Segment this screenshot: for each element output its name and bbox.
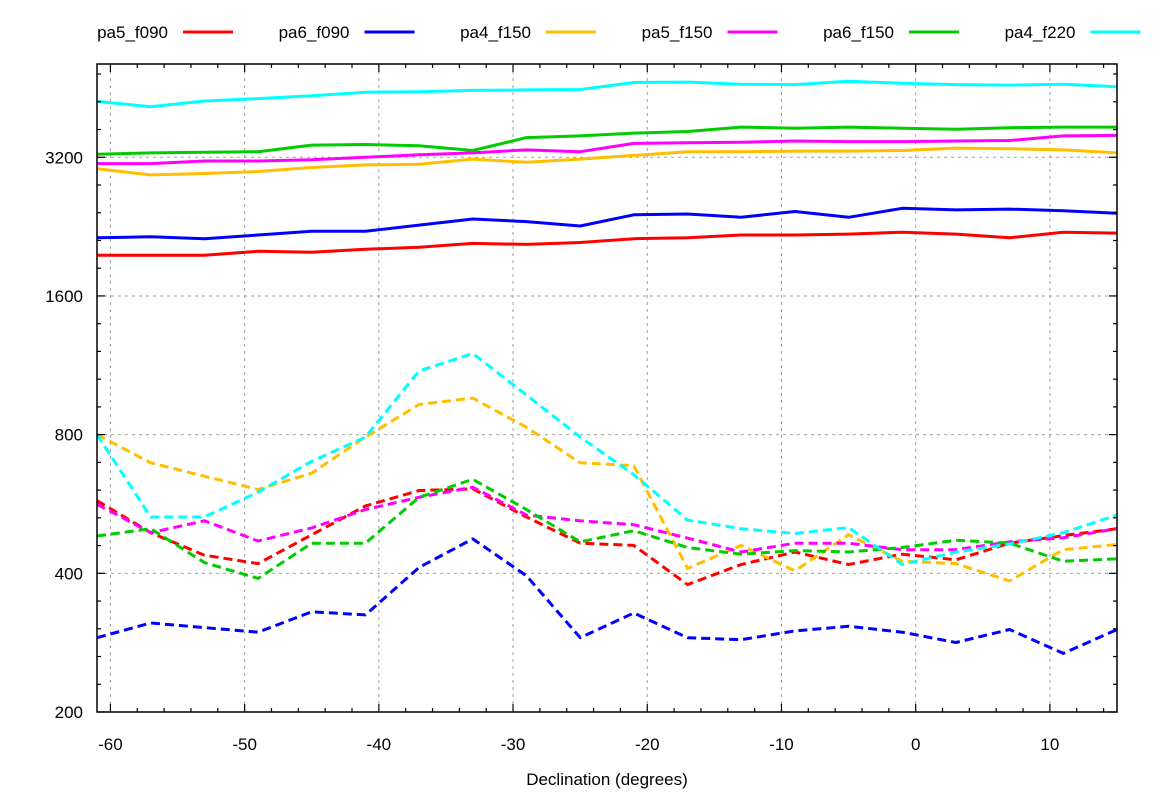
x-tick-label: 10 [1040, 735, 1059, 754]
x-tick-label: -30 [501, 735, 526, 754]
x-tick-label: -50 [232, 735, 257, 754]
y-tick-label: 200 [55, 703, 83, 722]
legend-label: pa6_f150 [823, 23, 894, 42]
series-line-dashed [96, 396, 1118, 583]
series-line-dashed [95, 352, 1118, 566]
series-line-dashed [96, 487, 1118, 587]
x-tick-label: -60 [98, 735, 123, 754]
y-tick-label: 400 [55, 564, 83, 583]
x-tick-label: -10 [769, 735, 794, 754]
x-axis-title: Declination (degrees) [526, 770, 688, 789]
series-line-dashed [96, 477, 1118, 580]
legend-label: pa4_f150 [460, 23, 531, 42]
x-tick-label: 0 [911, 735, 920, 754]
y-tick-label: 3200 [45, 148, 83, 167]
x-tick-label: -40 [367, 735, 392, 754]
series-line-pa4_f220 [96, 79, 1118, 109]
legend-label: pa6_f090 [279, 23, 350, 42]
series-line-pa6_f150 [96, 125, 1117, 156]
x-tick-labels: -60 -50 -40 -30 -20 -10 0 10 [98, 735, 1059, 754]
series-line-dashed [96, 537, 1118, 655]
ticks [97, 64, 1117, 713]
x-tick-label: -20 [635, 735, 660, 754]
y-tick-label: 800 [55, 426, 83, 445]
y-tick-labels: 200 400 800 1600 3200 [45, 148, 83, 722]
series-line-pa5_f090 [97, 230, 1118, 257]
legend-label: pa5_f090 [97, 23, 168, 42]
legend-label: pa5_f150 [642, 23, 713, 42]
series-line-pa5_f150 [97, 133, 1118, 166]
series-line-pa6_f090 [96, 206, 1118, 241]
series-layer [95, 79, 1118, 655]
y-tick-label: 1600 [45, 287, 83, 306]
series-line-dashed [96, 485, 1118, 554]
plot-frame [96, 63, 1118, 713]
legend: pa5_f090 pa6_f090 pa4_f150 pa5_f150 pa6_f150… [97, 23, 1141, 42]
series-line-pa4_f150 [96, 146, 1118, 177]
legend-label: pa4_f220 [1005, 23, 1076, 42]
